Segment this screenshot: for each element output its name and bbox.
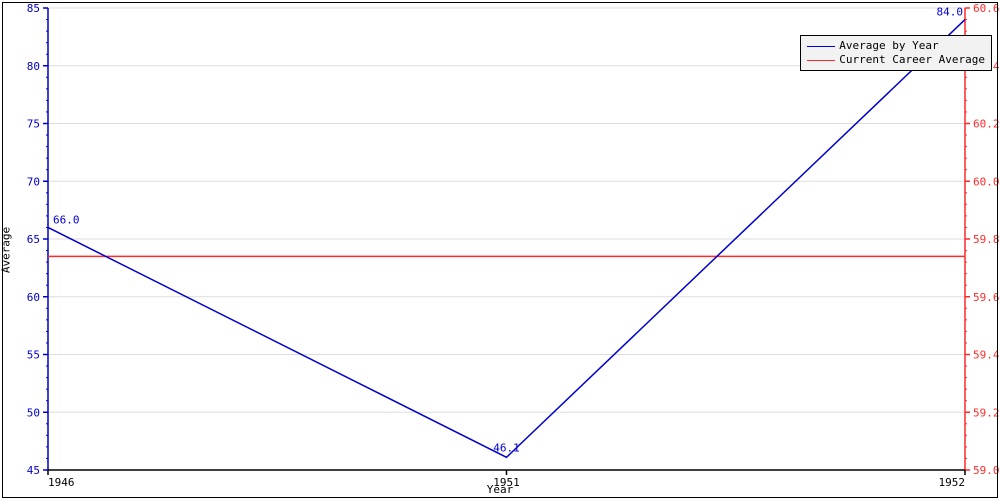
legend-item-career-avg: Current Career Average (807, 53, 985, 67)
legend-swatch-career-avg (807, 60, 835, 61)
x-axis-label: Year (487, 483, 514, 496)
legend-item-avg-by-year: Average by Year (807, 39, 985, 53)
chart-container: 45505560657075808559.059.259.459.659.860… (0, 0, 1000, 500)
legend-label-career-avg: Current Career Average (839, 53, 985, 67)
legend: Average by Year Current Career Average (800, 35, 992, 71)
legend-label-avg-by-year: Average by Year (839, 39, 938, 53)
y-axis-label: Average (0, 227, 13, 273)
legend-swatch-avg-by-year (807, 46, 835, 47)
chart-frame (2, 2, 998, 498)
